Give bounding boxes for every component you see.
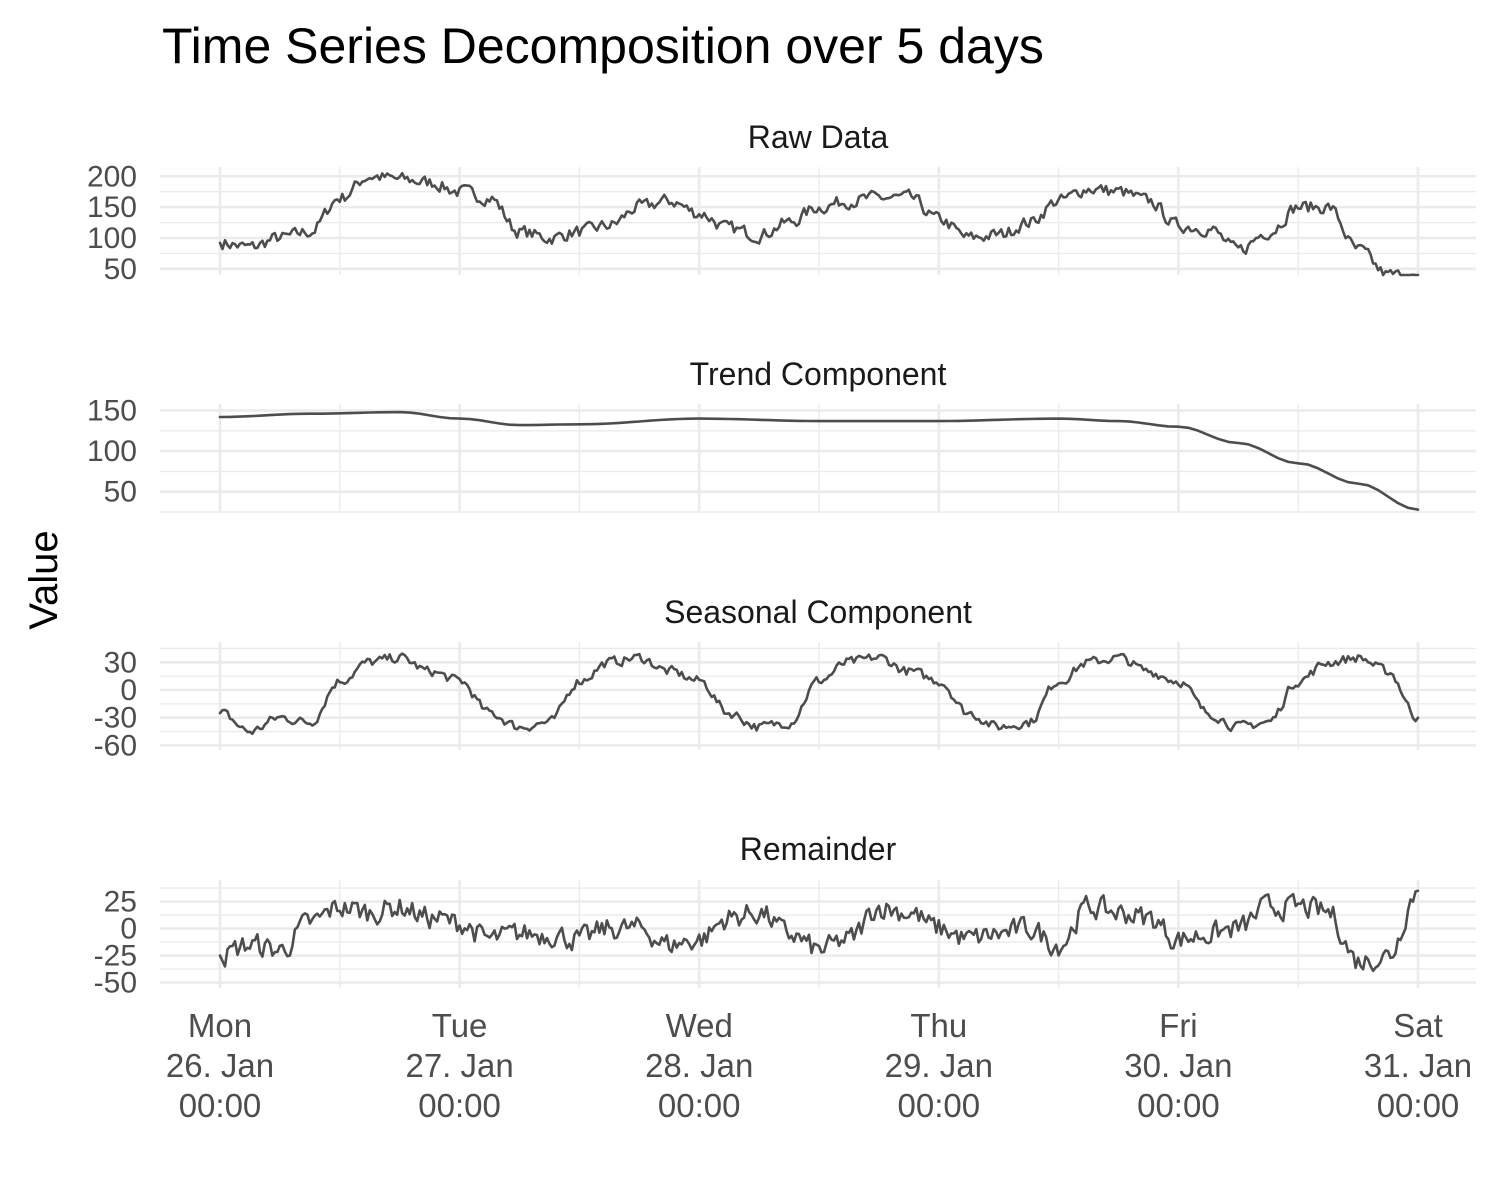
x-tick-label: Tue 27. Jan 00:00 xyxy=(405,1007,513,1124)
series-line xyxy=(218,410,1420,511)
panel-title: Seasonal Component xyxy=(664,594,972,630)
x-tick-label: Thu 29. Jan 00:00 xyxy=(885,1007,993,1124)
y-tick-label: -60 xyxy=(94,729,137,762)
y-tick-label: 100 xyxy=(87,222,137,255)
y-tick-label: -50 xyxy=(94,967,137,1000)
series-line xyxy=(218,652,1420,735)
y-tick-label: 50 xyxy=(104,253,137,286)
y-tick-label: -25 xyxy=(94,940,137,973)
y-tick-label: 200 xyxy=(87,160,137,193)
series-line xyxy=(218,171,1420,277)
y-tick-label: 50 xyxy=(104,476,137,509)
y-tick-label: 0 xyxy=(120,674,137,707)
chart-title: Time Series Decomposition over 5 days xyxy=(162,18,1044,74)
y-tick-label: -30 xyxy=(94,702,137,735)
y-tick-label: 150 xyxy=(87,191,137,224)
y-tick-label: 30 xyxy=(104,646,137,679)
y-tick-label: 150 xyxy=(87,394,137,427)
x-tick-label: Wed 28. Jan 00:00 xyxy=(645,1007,753,1124)
y-tick-label: 0 xyxy=(120,913,137,946)
panel-trend-component: 50 100 150 Trend Component xyxy=(87,356,1476,513)
y-axis-label: Value xyxy=(22,530,66,629)
x-tick-label: Sat 31. Jan 00:00 xyxy=(1364,1007,1472,1124)
x-tick-label: Fri 30. Jan 00:00 xyxy=(1124,1007,1232,1124)
y-tick-label: 100 xyxy=(87,435,137,468)
panel-title: Trend Component xyxy=(690,356,947,392)
panel-title: Raw Data xyxy=(748,119,889,155)
x-axis-ticks: Mon 26. Jan 00:00 Tue 27. Jan 00:00 Wed 28. Jan… xyxy=(166,1007,1472,1124)
series-line xyxy=(218,889,1420,973)
y-tick-label: 25 xyxy=(104,886,137,919)
panel-title: Remainder xyxy=(740,831,897,867)
x-tick-label: Mon 26. Jan 00:00 xyxy=(166,1007,274,1124)
